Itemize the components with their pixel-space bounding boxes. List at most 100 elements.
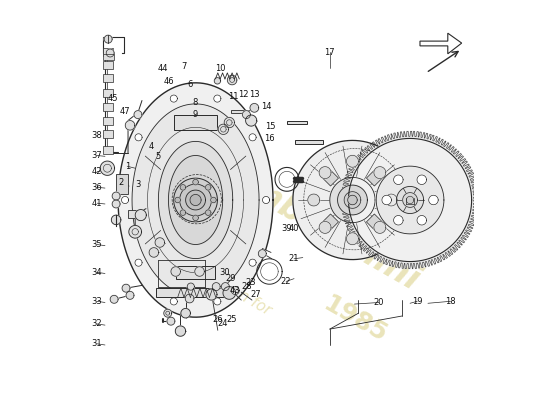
Polygon shape bbox=[295, 140, 323, 144]
Polygon shape bbox=[175, 326, 186, 336]
Polygon shape bbox=[243, 111, 250, 118]
Polygon shape bbox=[100, 161, 114, 175]
Polygon shape bbox=[187, 283, 194, 290]
Polygon shape bbox=[125, 120, 135, 130]
Text: 19: 19 bbox=[412, 297, 422, 306]
Polygon shape bbox=[319, 222, 331, 233]
Polygon shape bbox=[214, 298, 221, 305]
Polygon shape bbox=[103, 54, 114, 60]
Polygon shape bbox=[338, 185, 367, 215]
Polygon shape bbox=[222, 283, 229, 290]
Polygon shape bbox=[212, 283, 220, 290]
Polygon shape bbox=[366, 170, 382, 186]
Polygon shape bbox=[308, 194, 320, 206]
Polygon shape bbox=[346, 155, 359, 167]
Text: 36: 36 bbox=[92, 183, 102, 192]
Polygon shape bbox=[206, 289, 217, 300]
Text: 44: 44 bbox=[158, 64, 168, 73]
Polygon shape bbox=[428, 195, 438, 205]
Text: 26: 26 bbox=[212, 315, 223, 324]
Text: 14: 14 bbox=[261, 102, 272, 111]
Polygon shape bbox=[249, 259, 256, 266]
Polygon shape bbox=[103, 146, 113, 154]
Polygon shape bbox=[344, 192, 361, 208]
Polygon shape bbox=[195, 267, 204, 276]
Text: 22: 22 bbox=[281, 277, 292, 286]
Polygon shape bbox=[129, 226, 141, 238]
Polygon shape bbox=[135, 210, 146, 221]
Polygon shape bbox=[223, 286, 236, 299]
Text: 16: 16 bbox=[264, 134, 274, 143]
Polygon shape bbox=[246, 115, 257, 126]
Polygon shape bbox=[175, 197, 180, 203]
Polygon shape bbox=[376, 166, 444, 234]
Polygon shape bbox=[218, 124, 229, 134]
Polygon shape bbox=[134, 111, 142, 118]
Polygon shape bbox=[103, 130, 113, 138]
Text: 47: 47 bbox=[119, 107, 130, 116]
Polygon shape bbox=[185, 294, 194, 303]
Text: 34: 34 bbox=[92, 268, 102, 277]
Polygon shape bbox=[155, 238, 164, 247]
Text: 45: 45 bbox=[108, 94, 118, 103]
Text: 46: 46 bbox=[163, 77, 174, 86]
Text: 4: 4 bbox=[148, 142, 153, 151]
Text: 43: 43 bbox=[229, 286, 240, 295]
Polygon shape bbox=[214, 95, 221, 102]
Text: 27: 27 bbox=[251, 290, 261, 299]
Text: 20: 20 bbox=[374, 298, 384, 307]
Text: 9: 9 bbox=[193, 110, 198, 119]
Polygon shape bbox=[158, 142, 233, 258]
Polygon shape bbox=[397, 186, 424, 214]
Text: 3: 3 bbox=[135, 180, 141, 189]
Polygon shape bbox=[224, 117, 234, 128]
Text: 23: 23 bbox=[245, 278, 256, 287]
Polygon shape bbox=[103, 48, 113, 56]
Polygon shape bbox=[193, 179, 199, 185]
Polygon shape bbox=[170, 298, 177, 305]
Polygon shape bbox=[319, 167, 331, 178]
Polygon shape bbox=[128, 210, 139, 218]
Polygon shape bbox=[394, 216, 403, 225]
Polygon shape bbox=[103, 74, 113, 82]
Polygon shape bbox=[112, 192, 120, 200]
Polygon shape bbox=[180, 210, 186, 216]
Polygon shape bbox=[374, 167, 386, 178]
Text: a passion for: a passion for bbox=[181, 256, 274, 318]
Text: 11: 11 bbox=[228, 92, 238, 101]
Text: 1985: 1985 bbox=[318, 291, 390, 347]
Polygon shape bbox=[346, 233, 359, 245]
Text: 21: 21 bbox=[289, 254, 299, 263]
Text: 35: 35 bbox=[92, 240, 102, 249]
Polygon shape bbox=[227, 75, 237, 85]
Polygon shape bbox=[126, 291, 134, 299]
Polygon shape bbox=[171, 267, 180, 276]
Polygon shape bbox=[180, 184, 211, 216]
Polygon shape bbox=[232, 286, 239, 294]
Polygon shape bbox=[382, 195, 392, 205]
Polygon shape bbox=[293, 140, 412, 260]
Polygon shape bbox=[330, 177, 375, 223]
Polygon shape bbox=[205, 184, 211, 190]
Polygon shape bbox=[122, 284, 130, 292]
Polygon shape bbox=[103, 103, 113, 111]
Text: 37: 37 bbox=[92, 151, 102, 160]
Polygon shape bbox=[132, 104, 259, 296]
Polygon shape bbox=[174, 178, 217, 222]
Polygon shape bbox=[181, 308, 190, 318]
Polygon shape bbox=[323, 170, 338, 186]
Polygon shape bbox=[156, 288, 229, 297]
Polygon shape bbox=[406, 196, 414, 204]
Text: 42: 42 bbox=[92, 167, 102, 176]
Polygon shape bbox=[103, 89, 113, 97]
Text: 13: 13 bbox=[249, 90, 260, 99]
Text: 17: 17 bbox=[324, 48, 335, 57]
Polygon shape bbox=[118, 83, 273, 317]
Polygon shape bbox=[116, 174, 128, 194]
Polygon shape bbox=[323, 214, 338, 230]
Polygon shape bbox=[103, 61, 113, 69]
Text: 38: 38 bbox=[92, 131, 102, 140]
Polygon shape bbox=[180, 184, 186, 190]
Polygon shape bbox=[417, 175, 426, 184]
Polygon shape bbox=[287, 120, 307, 124]
